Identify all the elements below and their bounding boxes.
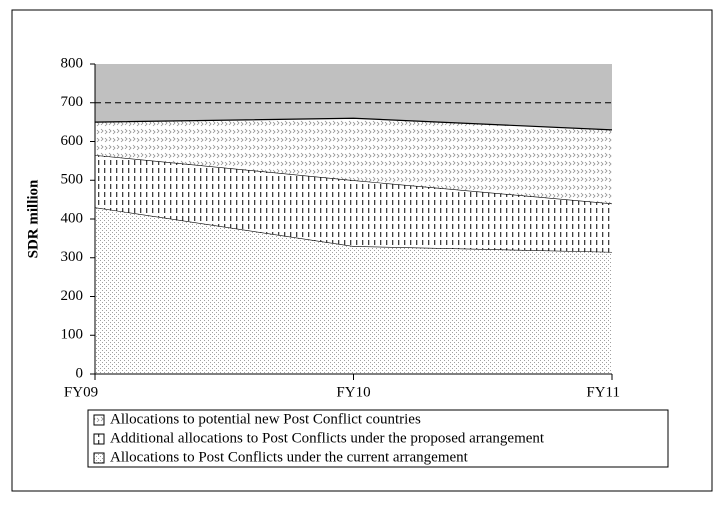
legend (87, 409, 669, 468)
y-tick-label: 400 (61, 210, 84, 226)
x-tick-label: FY10 (336, 384, 370, 400)
y-tick-label: 500 (61, 172, 84, 188)
frame (11, 9, 713, 492)
y-tick-label: 0 (76, 365, 84, 381)
legend-swatch (93, 433, 105, 445)
y-tick-label: 800 (61, 55, 84, 71)
y-axis-label: SDR million (25, 179, 41, 258)
legend-swatch (93, 414, 105, 426)
y-tick-label: 200 (61, 288, 84, 304)
area-edge (94, 117, 613, 131)
area (95, 118, 612, 204)
legend-label: Additional allocations to Post Conflicts… (110, 430, 545, 446)
y-tick-label: 300 (61, 249, 84, 265)
x-tick-label: FY09 (64, 384, 98, 400)
legend-swatch (93, 452, 105, 464)
area (95, 155, 612, 252)
x-tick-label: FY11 (586, 384, 620, 400)
y-tick-label: 700 (61, 94, 84, 110)
y-tick-label: 600 (61, 133, 84, 149)
legend-label: Allocations to potential new Post Confli… (110, 411, 421, 427)
legend-label: Allocations to Post Conflicts under the … (110, 449, 469, 465)
y-tick-label: 100 (61, 327, 84, 343)
